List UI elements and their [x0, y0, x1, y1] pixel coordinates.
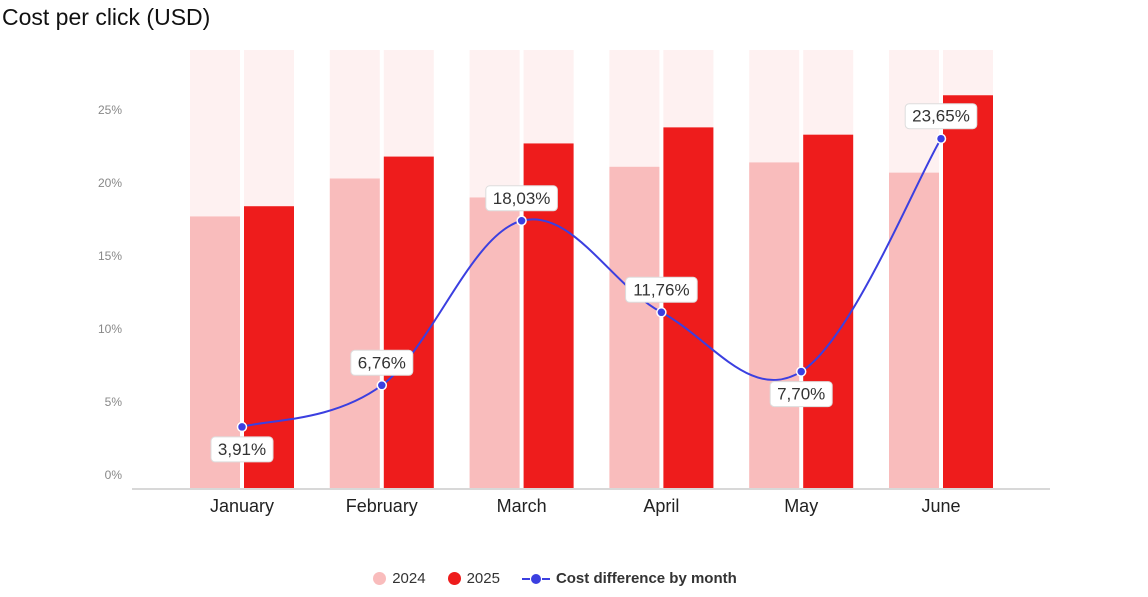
x-tick-label: February: [346, 496, 418, 516]
bar-2024-may: [749, 162, 800, 489]
data-label-text: 18,03%: [493, 189, 551, 208]
y-tick-label: 25%: [98, 103, 122, 117]
data-label-text: 11,76%: [633, 280, 689, 299]
bar-2025-february: [383, 156, 434, 488]
line-point: [935, 133, 947, 144]
legend-label-cost-difference: Cost difference by month: [555, 570, 737, 587]
bar-2024-april: [609, 166, 660, 489]
x-tick-label: January: [210, 496, 274, 516]
data-label: 18,03%: [485, 185, 558, 212]
chart-legend: 2024 2025 Cost difference by month: [0, 570, 1110, 587]
chart-title: Cost per click (USD): [2, 4, 211, 30]
data-label-box: [485, 185, 558, 212]
line-point: [656, 307, 667, 318]
x-tick-label: March: [497, 496, 547, 516]
legend-item-2025[interactable]: 2025: [447, 570, 500, 587]
data-label-text: 6,76%: [358, 353, 406, 372]
data-label: 7,70%: [769, 381, 833, 408]
data-label: 23,65%: [904, 103, 978, 130]
line-point: [516, 215, 527, 227]
data-label-text: 3,91%: [218, 440, 266, 459]
legend-item-2024[interactable]: 2024: [373, 570, 426, 587]
x-tick-label: May: [784, 496, 818, 516]
x-tick-label: April: [643, 496, 679, 516]
bar-2025-june: [943, 95, 993, 488]
legend-item-cost-difference[interactable]: Cost difference by month: [521, 570, 737, 587]
data-label: 11,76%: [625, 276, 698, 303]
data-label: 6,76%: [350, 349, 414, 376]
bar-2024-june: [889, 172, 939, 488]
data-label-box: [904, 103, 978, 130]
data-label-box: [350, 349, 414, 376]
bar-2025-april: [663, 127, 714, 488]
data-label-text: 7,70%: [777, 385, 825, 404]
legend-line-icon: [521, 573, 550, 585]
bar-2024-february: [329, 178, 380, 489]
line-point: [795, 366, 807, 377]
cost-per-click-chart: 0% 5% 10% 15% 20% 25% January February March Apri…: [98, 50, 1050, 516]
legend-label-2024: 2024: [392, 570, 426, 587]
y-tick-label: 15%: [98, 249, 122, 263]
bar-2025-may: [803, 134, 854, 488]
legend-swatch-2025: [447, 572, 461, 585]
data-label-box: [210, 436, 274, 463]
bar-2024-march: [469, 197, 520, 488]
y-tick-label: 20%: [98, 176, 122, 190]
y-tick-label: 10%: [98, 322, 122, 336]
data-label-box: [769, 381, 833, 408]
legend-swatch-2024: [373, 572, 387, 585]
y-tick-label: 0%: [105, 468, 123, 482]
data-label-text: 23,65%: [912, 107, 970, 126]
y-tick-label: 5%: [105, 395, 123, 409]
line-point: [376, 380, 388, 391]
line-point: [236, 421, 248, 433]
legend-label-2025: 2025: [466, 570, 500, 587]
x-tick-label: June: [921, 496, 960, 516]
data-label-box: [625, 276, 698, 303]
data-label: 3,91%: [210, 436, 274, 463]
